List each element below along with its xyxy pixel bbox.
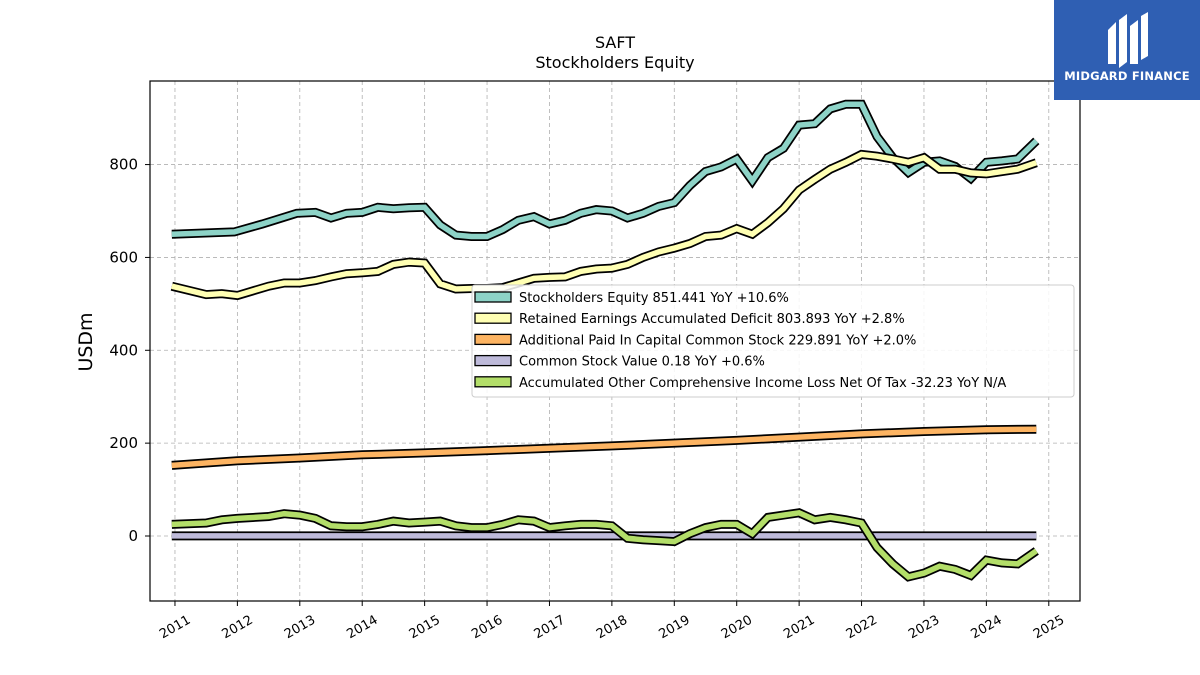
x-tick-label: 2011 [157,613,193,643]
midgard-logo-icon [1108,12,1148,68]
chart-title: SAFT [595,33,635,52]
legend: Stockholders Equity 851.441 YoY +10.6% Re… [471,284,1075,398]
y-axis-label: USDm [75,312,97,371]
x-tick-label: 2024 [969,613,1005,643]
legend-label: Additional Paid In Capital Common Stock … [519,333,916,348]
series-additional-paid-in-capital-common-stock [171,424,1037,470]
plot-area [149,80,1081,602]
chart-subtitle: Stockholders Equity [535,53,694,72]
legend-box [471,284,1075,398]
y-tick-label: 400 [109,341,138,359]
x-tick-label: 2019 [656,613,692,643]
x-tick-label: 2018 [594,613,630,643]
legend-item: Retained Earnings Accumulated Deficit 80… [474,312,905,327]
x-tick-label: 2013 [282,613,318,643]
x-tick-label: 2023 [906,613,942,643]
legend-label: Retained Earnings Accumulated Deficit 80… [519,312,905,327]
x-tick-label: 2015 [407,613,443,643]
y-tick-label: 800 [109,156,138,174]
y-tick-label: 200 [109,434,138,452]
x-tick-label: 2016 [469,613,505,643]
x-tick-label: 2025 [1031,613,1067,643]
legend-item: Accumulated Other Comprehensive Income L… [474,376,1006,391]
legend-item: Stockholders Equity 851.441 YoY +10.6% [474,291,789,306]
legend-swatch [474,354,512,367]
series-line [171,426,1037,469]
y-tick-label: 600 [109,248,138,266]
series-line [171,509,1038,580]
legend-swatch [474,376,512,388]
legend-swatch [474,312,512,324]
x-tick-label: 2012 [220,613,256,643]
series-stockholders-equity [171,99,1040,241]
x-tick-label: 2022 [844,613,880,643]
legend-item: Additional Paid In Capital Common Stock … [474,333,916,348]
series-accumulated-other-comprehensive-income-loss-net-of-tax [171,508,1039,582]
y-tick-label: 0 [128,527,138,545]
legend-label: Common Stock Value 0.18 YoY +0.6% [519,355,765,370]
logo-text: MIDGARD FINANCE [1064,69,1190,83]
midgard-finance-logo: MIDGARD FINANCE [1054,0,1200,100]
series-retained-earnings-accumulated-deficit [170,149,1038,301]
series-layer [170,99,1040,582]
x-tick-label: 2014 [344,613,380,643]
x-tick-label: 2021 [781,613,817,643]
legend-label: Accumulated Other Comprehensive Income L… [519,376,1006,391]
x-tick-label: 2020 [719,613,755,643]
legend-swatch [474,291,512,303]
legend-label: Stockholders Equity 851.441 YoY +10.6% [519,291,789,306]
x-tick-label: 2017 [532,613,568,643]
legend-item: Common Stock Value 0.18 YoY +0.6% [474,354,765,370]
series-line [171,101,1039,240]
legend-swatch [474,333,512,346]
series-line [171,151,1038,299]
